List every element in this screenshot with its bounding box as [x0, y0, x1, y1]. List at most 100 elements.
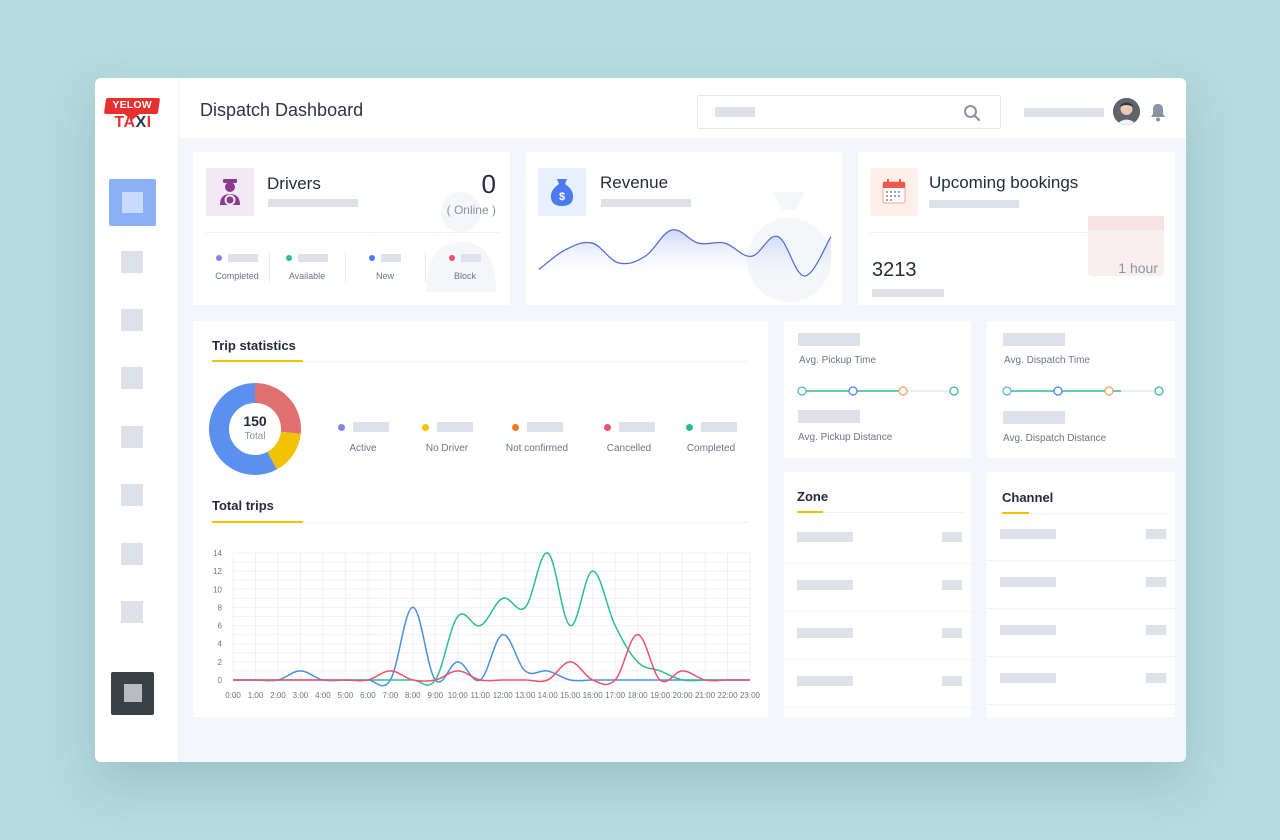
series-line-1[interactable]	[233, 552, 750, 686]
bookings-card: Upcoming bookings 3213 1 hour	[858, 152, 1175, 305]
block-dot	[449, 254, 455, 261]
zone-row[interactable]	[784, 612, 971, 660]
channel-row[interactable]	[987, 513, 1175, 561]
bookings-title: Upcoming bookings	[929, 173, 1079, 192]
channel-card: Channel	[987, 472, 1175, 717]
driver-stat-label: Completed	[215, 271, 259, 281]
legend-cancelled[interactable]: Cancelled	[589, 422, 669, 454]
top-bar: Dispatch Dashboard	[179, 78, 1186, 138]
drivers-title: Drivers	[267, 174, 321, 193]
revenue-subtitle-placeholder	[601, 199, 691, 207]
sidebar-item-3[interactable]	[121, 309, 143, 331]
new-dot	[369, 254, 375, 261]
x-tick-label: 2:00	[270, 691, 286, 700]
trip-donut-chart[interactable]	[207, 381, 303, 477]
series-line-2[interactable]	[233, 633, 750, 686]
y-tick-label: 6	[218, 622, 223, 631]
zone-underline	[797, 511, 823, 513]
sidebar-item-2[interactable]	[121, 251, 143, 273]
x-tick-label: 8:00	[405, 691, 421, 700]
revenue-line[interactable]	[538, 229, 832, 277]
revenue-icon-box: $	[538, 168, 586, 216]
drivers-card: Drivers 0 ( Online ) Completed Available…	[193, 152, 510, 305]
chart-grid	[232, 552, 751, 681]
pickup-metrics-card: Avg. Pickup Time Avg. Pickup Distance	[784, 321, 971, 458]
channel-underline	[1002, 512, 1029, 514]
zone-card: Zone	[784, 472, 971, 717]
money-bag-icon: $	[550, 179, 574, 206]
x-tick-label: 12:00	[493, 691, 514, 700]
logo-bottom-text: TAXI	[114, 114, 152, 131]
bookings-subtitle-placeholder	[929, 200, 1019, 208]
y-tick-label: 8	[218, 603, 223, 612]
search-placeholder	[715, 107, 755, 117]
y-tick-label: 0	[218, 676, 223, 685]
search-input[interactable]	[697, 95, 1001, 129]
bookings-time: 1 hour	[1118, 260, 1158, 276]
trip-stats-underline	[212, 360, 303, 362]
legend-no-driver[interactable]: No Driver	[407, 422, 487, 454]
driver-stat-completed[interactable]: Completed	[207, 252, 267, 281]
total-trips-underline	[212, 521, 303, 523]
dispatch-time-value-placeholder	[1003, 333, 1065, 346]
legend-active[interactable]: Active	[323, 422, 403, 454]
donut-total-value: 150	[243, 413, 267, 429]
driver-icon	[220, 179, 240, 206]
bell-icon[interactable]	[1149, 102, 1167, 122]
zone-row[interactable]	[784, 516, 971, 564]
sidebar-item-dashboard[interactable]	[109, 179, 156, 226]
sidebar-item-4[interactable]	[121, 367, 143, 389]
driver-stat-available[interactable]: Available	[277, 252, 337, 281]
driver-stat-label: Available	[288, 271, 326, 281]
sidebar-item-7[interactable]	[121, 543, 143, 565]
bookings-footer-placeholder	[872, 289, 944, 297]
x-tick-label: 18:00	[628, 691, 649, 700]
total-trips-chart[interactable]: 0 2 4 6 8 10 12 14 0:00 1:00 2:00 3:00 4:00 5:00 6:00 7…	[193, 541, 768, 711]
donut-total-label: Total	[244, 431, 266, 442]
available-dot	[286, 254, 292, 261]
series-line-0[interactable]	[233, 606, 750, 687]
zone-row[interactable]	[784, 660, 971, 708]
driver-icon-box	[206, 168, 254, 216]
donut-slice-2[interactable]	[209, 383, 301, 475]
x-tick-label: 6:00	[360, 691, 376, 700]
revenue-area	[539, 229, 831, 282]
driver-stat-label: Block	[453, 271, 476, 281]
y-tick-label: 12	[213, 567, 222, 576]
legend-not-confirmed[interactable]: Not confirmed	[491, 422, 583, 454]
driver-stat-new[interactable]: New	[355, 252, 415, 281]
search-icon[interactable]	[963, 104, 981, 122]
x-tick-label: 13:00	[515, 691, 536, 700]
sidebar-item-5[interactable]	[121, 426, 143, 448]
x-tick-label: 7:00	[383, 691, 399, 700]
y-tick-label: 14	[213, 549, 222, 558]
sidebar-item-6[interactable]	[121, 484, 143, 506]
legend-completed[interactable]: Completed	[671, 422, 751, 454]
drivers-subtitle-placeholder	[268, 199, 358, 207]
y-tick-label: 10	[213, 585, 222, 594]
avatar[interactable]	[1113, 98, 1140, 125]
dispatch-time-label: Avg. Dispatch Time	[1004, 355, 1090, 366]
driver-stat-block[interactable]: Block	[435, 252, 495, 281]
channel-row[interactable]	[987, 657, 1175, 705]
revenue-sparkline[interactable]	[538, 222, 834, 282]
x-tick-label: 17:00	[605, 691, 626, 700]
x-tick-label: 14:00	[538, 691, 559, 700]
sidebar-item-8[interactable]	[121, 601, 143, 623]
x-tick-label: 4:00	[315, 691, 331, 700]
bookings-count: 3213	[872, 259, 917, 281]
revenue-title: Revenue	[600, 173, 669, 192]
channel-row[interactable]	[987, 609, 1175, 657]
sidebar-item-settings[interactable]	[111, 672, 154, 715]
app-window: YELOW TAXI Dispatch Dashboard	[95, 78, 1186, 762]
x-tick-label: 16:00	[583, 691, 604, 700]
channel-row[interactable]	[987, 561, 1175, 609]
dispatch-progress-track	[1002, 386, 1164, 396]
pickup-distance-value-placeholder	[798, 410, 860, 423]
app-logo[interactable]: YELOW TAXI	[103, 98, 161, 138]
x-tick-label: 21:00	[695, 691, 716, 700]
zone-row[interactable]	[784, 564, 971, 612]
x-tick-label: 9:00	[428, 691, 444, 700]
revenue-card: $ Revenue	[526, 152, 842, 305]
y-tick-label: 4	[218, 640, 223, 649]
